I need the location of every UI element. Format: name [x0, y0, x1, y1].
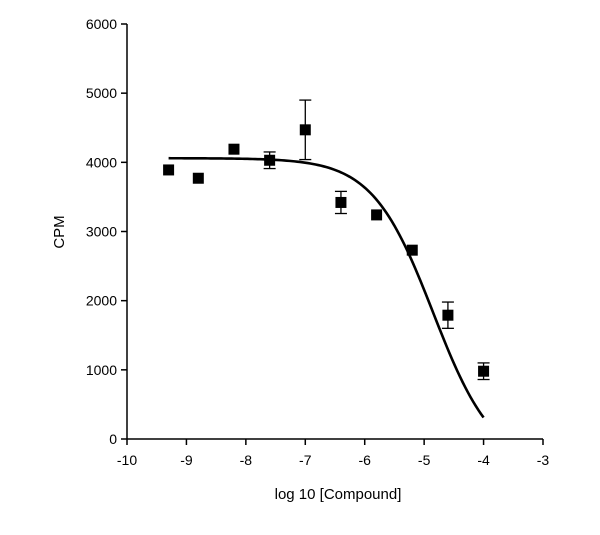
y-tick-label: 2000 [86, 293, 117, 309]
x-tick-label: -8 [240, 452, 253, 468]
x-tick-label: -10 [117, 452, 137, 468]
y-axis-label: CPM [51, 215, 68, 248]
data-point [192, 172, 204, 184]
y-tick-label: 5000 [86, 85, 117, 101]
data-points [163, 124, 490, 377]
data-point [299, 124, 311, 136]
y-tick-label: 3000 [86, 224, 117, 240]
x-tick-label: -5 [418, 452, 431, 468]
x-tick-label: -4 [477, 452, 490, 468]
data-point [442, 309, 454, 321]
fit-curve-group [168, 156, 485, 419]
error-bars [263, 99, 490, 381]
y-tick-label: 0 [109, 431, 117, 447]
x-tick-label: -3 [537, 452, 550, 468]
data-point [163, 164, 175, 176]
y-tick-label: 6000 [86, 16, 117, 32]
y-tick-label: 1000 [86, 362, 117, 378]
data-point [228, 143, 240, 155]
x-tick-label: -7 [299, 452, 312, 468]
x-tick-label: -6 [358, 452, 371, 468]
x-tick-label: -9 [180, 452, 193, 468]
x-axis-label: log 10 [Compound] [275, 486, 402, 503]
data-point [478, 365, 490, 377]
axes: 0 1000 2000 3000 4000 5000 6000 -10 -9 -8 -7 -6 -5 -4… [86, 16, 550, 468]
data-point [406, 244, 418, 256]
fit-curve [168, 156, 485, 419]
data-point [335, 196, 347, 208]
y-tick-label: 4000 [86, 154, 117, 170]
data-point [264, 154, 276, 166]
data-point [371, 209, 383, 221]
